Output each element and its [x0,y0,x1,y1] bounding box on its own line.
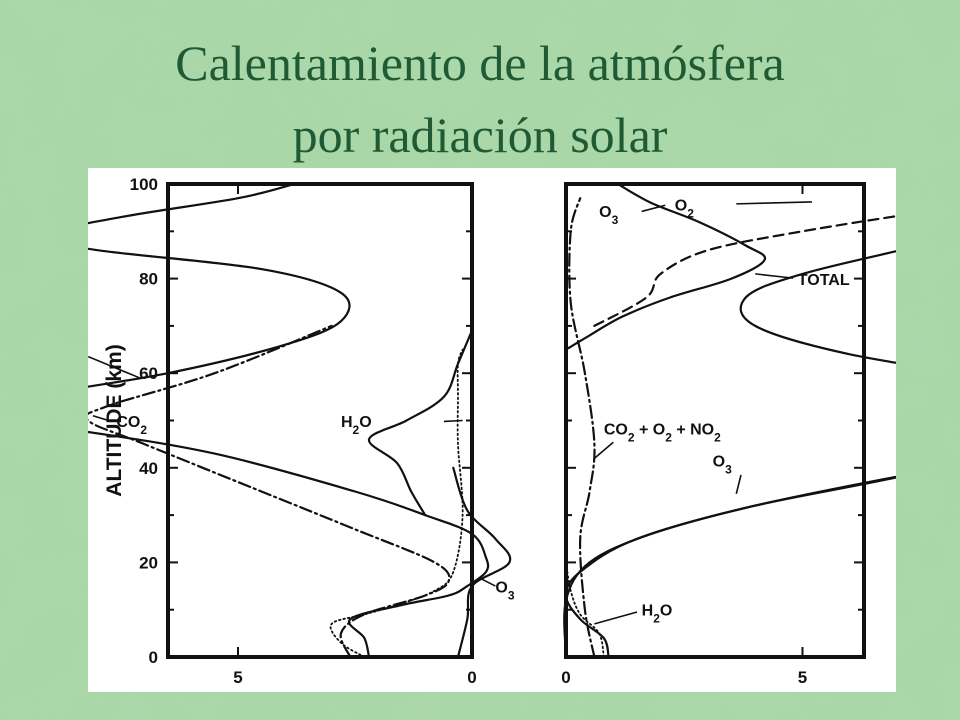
x-tick-label-b: 0 [561,668,570,687]
leader-a-co2 [92,415,112,423]
y-tick-label: 0 [149,648,158,667]
label-b-h2o: H2O [642,602,673,625]
label-b-co2-o2-no2: CO2 + O2 + NO2 [604,422,721,445]
x-tick-label-b: 5 [798,668,807,687]
panel-b-series-total-0 [564,250,896,659]
label-a-co2: CO2 [116,414,147,437]
panel-b-series-h2o-5 [565,561,605,658]
y-axis-label: ALTITUDE (km) [103,344,126,496]
y-tick-label: 60 [139,364,158,383]
leader-b-total [755,273,794,279]
label-b-o2: O2 [675,197,694,220]
label-b-o3-lower: O3 [713,453,732,476]
leader-b-o2 [736,201,812,205]
slide-title-line-2: por radiación solar [292,107,668,163]
y-tick-label: 100 [130,175,158,194]
x-tick-label-a: 0 [467,668,476,687]
figure-panel: 02040608010010500510ALTITUDE (km)(a) LW … [88,168,896,692]
leader-a-h2o [443,419,463,423]
leader-b-co2-o2-no2 [593,441,614,459]
leader-b-o3-upper [641,204,666,213]
heating-cooling-chart: 02040608010010500510ALTITUDE (km)(a) LW … [88,175,896,687]
label-b-total: TOTAL [798,272,850,289]
leader-a-total [88,355,141,379]
panel-b-series-co2-o2-no2-4 [568,197,596,659]
x-tick-label-a: 5 [233,668,242,687]
panel-a-series-h2o-2 [367,329,474,517]
panel-b-series-o3-1 [563,476,896,659]
label-b-o3-upper: O3 [599,204,618,227]
panel-b-series-o2-3 [593,215,896,327]
panel-b-series-o3-2 [564,182,767,351]
label-a-o3: O3 [495,580,514,603]
y-tick-label: 40 [139,459,158,478]
panel-a-series-o3-4 [452,466,512,659]
y-tick-label: 20 [139,553,158,572]
panel-a-frame [166,182,474,659]
panel-b-frame [564,182,866,659]
label-a-h2o: H2O [341,414,372,437]
panel-a-series-total-0 [88,182,490,659]
panel-a-series-co2-1 [88,324,451,659]
y-tick-label: 80 [139,270,158,289]
slide-title-line-1: Calentamiento de la atmósfera [175,35,785,91]
panel-a-series-h2o-3 [329,348,464,658]
leader-b-o3-lower [735,474,742,495]
leader-b-h2o [594,611,638,625]
leader-a-o3 [480,578,496,587]
